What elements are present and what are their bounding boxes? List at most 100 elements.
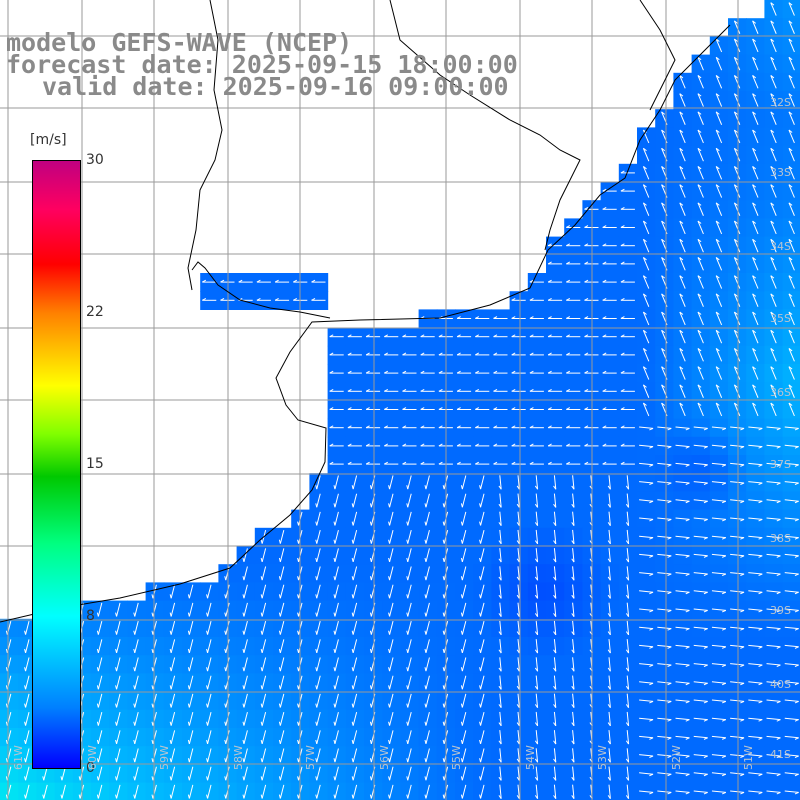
wind-arrow	[693, 608, 708, 611]
wind-arrow-head	[206, 648, 209, 654]
wind-arrow	[730, 462, 745, 466]
wind-arrow-head	[571, 503, 575, 508]
wind-arrow-head	[697, 220, 702, 224]
wind-arrow-head	[721, 664, 727, 668]
wind-arrow-head	[715, 75, 720, 79]
wind-arrow-head	[96, 721, 99, 726]
lat-label: 35S	[770, 312, 791, 325]
wind-arrow	[535, 711, 539, 726]
wind-arrow-head	[553, 649, 557, 654]
wind-arrow-head	[643, 184, 647, 188]
wind-arrow-head	[169, 794, 172, 799]
wind-arrow	[480, 693, 485, 708]
wind-arrow-head	[643, 348, 647, 352]
wind-arrow	[715, 257, 723, 271]
wind-arrow	[715, 220, 723, 235]
wind-arrow-head	[788, 293, 793, 297]
wind-arrow-head	[333, 539, 336, 544]
wind-arrow	[715, 311, 723, 326]
wind-arrow-head	[758, 664, 763, 668]
wind-arrow-head	[734, 147, 738, 152]
wind-arrow	[730, 626, 745, 630]
wind-arrow	[679, 166, 686, 180]
wind-arrow	[461, 675, 467, 690]
wind-arrow-head	[758, 700, 763, 704]
wind-arrow-head	[278, 758, 281, 763]
wind-arrow	[207, 711, 212, 726]
wind-arrow	[766, 426, 781, 429]
wind-arrow	[572, 548, 575, 563]
wind-arrow	[766, 481, 781, 484]
wind-arrow	[407, 566, 412, 581]
wind-arrow	[675, 626, 690, 630]
wind-arrow	[642, 220, 650, 235]
wind-arrow	[572, 766, 575, 781]
wind-arrow-head	[242, 612, 245, 617]
wind-arrow	[752, 348, 759, 362]
wind-arrow-head	[571, 667, 575, 672]
wind-arrow-head	[649, 791, 654, 795]
wind-arrow	[784, 735, 799, 739]
wind-arrow-head	[224, 703, 227, 708]
wind-arrow	[675, 462, 690, 466]
wind-arrow-head	[456, 316, 461, 319]
wind-arrow	[752, 111, 759, 125]
wind-arrow-head	[297, 557, 300, 563]
wind-arrow-head	[333, 630, 336, 635]
wind-arrow-head	[315, 739, 318, 745]
wind-arrow	[517, 493, 520, 508]
wind-arrow-head	[388, 685, 391, 690]
wind-arrow	[697, 384, 704, 398]
wind-arrow-head	[649, 609, 654, 613]
wind-arrow	[711, 499, 726, 502]
wind-arrow	[679, 239, 686, 253]
wind-arrow-head	[715, 38, 720, 42]
wind-arrow-head	[625, 704, 630, 708]
wind-arrow	[693, 644, 708, 648]
wind-arrow	[626, 602, 630, 617]
wind-arrow-head	[278, 703, 281, 708]
wind-arrow-head	[607, 631, 611, 636]
wind-arrow	[97, 639, 103, 654]
wind-arrow-head	[438, 425, 443, 429]
wind-arrow	[188, 730, 194, 745]
wind-arrow-head	[602, 261, 607, 265]
wind-arrow-head	[620, 316, 625, 319]
wind-arrow-head	[442, 667, 445, 672]
wind-arrow-head	[406, 776, 409, 781]
wind-arrow	[279, 548, 285, 563]
wind-arrow	[642, 384, 650, 398]
wind-arrow-head	[721, 573, 727, 577]
wind-arrow	[715, 330, 723, 344]
wind-arrow	[626, 639, 630, 654]
wind-arrow	[675, 699, 690, 702]
wind-arrow	[639, 553, 654, 557]
wind-arrow	[715, 202, 723, 216]
wind-arrow-head	[734, 38, 738, 42]
wind-arrow-head	[734, 384, 738, 388]
wind-arrow-head	[602, 206, 607, 210]
wind-arrow	[116, 693, 121, 708]
wind-arrow	[788, 2, 795, 16]
wind-arrow-head	[511, 352, 516, 356]
wind-arrow-head	[607, 685, 611, 690]
lat-label: 34S	[770, 240, 791, 253]
wind-arrow-head	[493, 388, 498, 392]
wind-arrow-head	[442, 521, 445, 526]
wind-arrow-head	[770, 348, 775, 352]
wind-arrow-head	[406, 503, 409, 508]
wind-arrow	[134, 602, 139, 617]
wind-arrow	[679, 402, 686, 417]
wind-arrow-head	[498, 522, 502, 526]
wind-arrow-head	[788, 38, 793, 42]
wind-arrow	[657, 790, 672, 793]
wind-arrow	[243, 548, 248, 563]
wind-arrow-head	[315, 776, 318, 781]
wind-arrow	[697, 275, 704, 289]
wind-arrow	[316, 693, 321, 708]
wind-arrow	[697, 239, 704, 253]
wind-arrow-head	[607, 558, 611, 563]
wind-arrow-head	[479, 776, 482, 781]
wind-arrow-head	[260, 721, 263, 726]
wind-arrow	[517, 766, 520, 781]
